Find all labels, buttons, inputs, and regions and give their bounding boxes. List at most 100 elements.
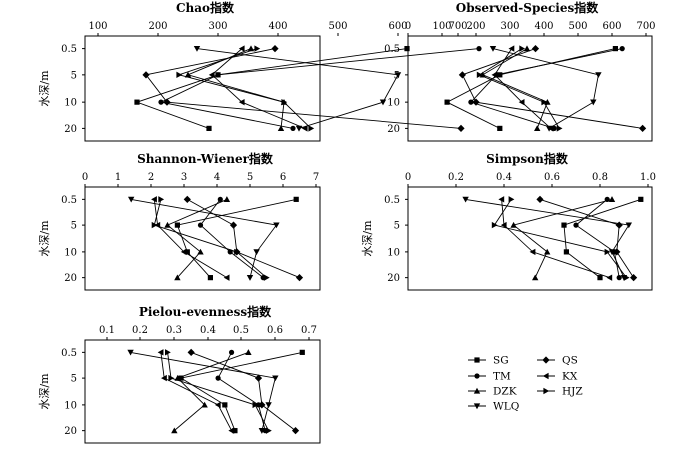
data-point-dzk [164,221,171,228]
legend-label-qs: QS [562,355,578,367]
data-point-dzk [523,45,531,52]
data-point-hjz [604,248,611,256]
x-tick-label: 1.0 [640,172,656,183]
data-point-sg [134,99,140,105]
series-line-qs [145,48,462,129]
data-point-dzk [223,196,231,202]
series-qs [536,195,638,282]
data-point-qs [472,98,480,106]
data-point-dzk [277,125,285,131]
series-line-sg [176,198,297,278]
chart-panel-5: Pielou-evenness指数 0.1 0.2 0.3 0.4 0.5 0.6 0.7 0.… [38,304,321,444]
legend-item-dzk: DZK [468,386,517,398]
series-line-dzk [166,198,228,278]
data-point-kx [529,248,536,256]
plot-frame [84,186,321,291]
data-point-wlq [258,428,266,434]
series-line-wlq [492,48,599,129]
x-tick-label: 0.2 [132,325,148,336]
data-point-hjz [556,125,563,132]
x-tick-label: 0.5 [233,325,249,336]
y-tick-label: 5 [71,70,77,81]
series-qs [187,348,300,435]
y-tick-label: 20 [64,273,77,284]
series-dzk [510,196,616,281]
legend-marker-tm [474,373,480,379]
data-point-kx [161,374,167,382]
data-point-sg [638,196,644,202]
data-point-tm [290,125,296,131]
x-tick-label: 600 [602,21,621,32]
y-tick-label: 20 [64,426,77,437]
data-point-wlq [608,249,616,256]
legend-item-qs: QS [537,355,578,367]
series-wlq [128,196,280,281]
y-tick-label: 10 [64,400,77,411]
series-line-sg [446,48,616,129]
legend-marker-kx [542,372,549,380]
data-point-dzk [171,427,178,434]
series-line-wlq [131,198,278,278]
series-line-qs [187,199,300,279]
data-point-kx [606,274,613,281]
data-point-dzk [245,349,252,355]
series-wlq [193,46,402,132]
series-qs [142,45,465,132]
data-point-qs [531,45,540,53]
data-point-hjz [165,349,171,356]
legend-label-dzk: DZK [493,386,517,398]
data-point-dzk [201,401,208,408]
data-point-qs [254,374,263,382]
legend-marker-hjz [543,387,550,395]
data-point-kx [214,401,221,409]
series-kx [208,45,308,132]
legend-marker-sg [474,357,480,363]
y-tick-label: 0.5 [384,44,400,55]
chart-title: Shannon-Wiener指数 [137,151,274,166]
series-tm [468,46,625,131]
series-line-hjz [478,48,560,129]
series-qs [458,45,647,132]
series-line-qs [539,198,634,278]
series-tm [158,46,482,131]
series-line-qs [191,351,296,431]
series-hjz [165,349,272,434]
series-line-dzk [512,198,613,278]
data-point-sg [299,349,305,355]
x-tick-label: 100 [88,21,107,32]
series-sg [178,349,305,434]
data-point-sg [444,99,450,105]
x-tick-label: 0.6 [544,172,560,183]
data-point-hjz [541,98,548,106]
x-tick-label: 500 [568,21,587,32]
x-tick-label: 7 [313,172,319,183]
legend-label-kx: KX [562,371,578,383]
series-line-hjz [167,352,269,431]
legend-label-hjz: HJZ [562,386,583,398]
y-tick-label: 10 [387,98,400,109]
data-point-tm [215,375,221,381]
x-tick-label: 700 [636,21,655,32]
data-point-wlq [193,46,201,52]
legend-marker-wlq [473,403,481,410]
series-line-hjz [177,48,312,129]
x-tick-label: 300 [208,21,227,32]
data-point-dzk [532,274,539,281]
data-point-hjz [266,427,272,434]
x-tick-label: 3 [181,172,187,183]
data-point-qs [457,124,465,132]
data-point-hjz [308,125,315,132]
series-line-kx [153,199,228,278]
x-tick-label: 1 [115,172,121,183]
y-tick-label: 0.5 [61,44,77,55]
data-point-hjz [151,221,158,229]
data-point-qs [639,124,647,132]
series-line-wlq [196,48,399,129]
data-point-dzk [197,248,204,255]
y-tick-label: 20 [387,124,400,135]
x-tick-label: 400 [268,21,287,32]
y-tick-label: 5 [394,221,400,232]
data-point-sg [232,428,238,434]
x-tick-label: 700 [448,21,467,32]
